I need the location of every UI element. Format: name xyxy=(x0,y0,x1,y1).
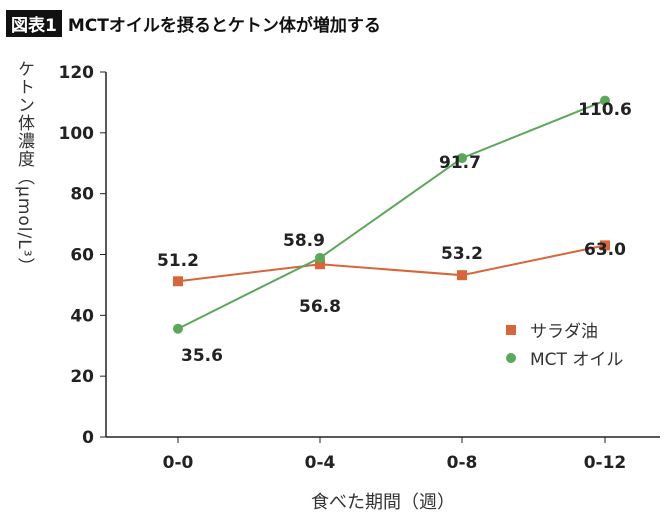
y-tick-label: 40 xyxy=(70,306,94,326)
legend-marker-circle xyxy=(506,353,516,363)
data-label: 51.2 xyxy=(157,251,199,271)
data-point-square xyxy=(457,270,467,281)
y-tick-label: 120 xyxy=(59,63,95,83)
data-label: 35.6 xyxy=(181,346,223,366)
series-line-0 xyxy=(177,244,606,283)
data-point-square xyxy=(600,240,610,251)
data-label: 56.8 xyxy=(299,297,341,317)
data-label: 63.0 xyxy=(584,240,626,260)
y-tick-label: 80 xyxy=(70,185,94,205)
y-tick-label: 60 xyxy=(70,246,94,266)
data-point-circle xyxy=(600,95,610,106)
data-point-square xyxy=(173,276,183,287)
x-tick-label: 0-0 xyxy=(163,453,194,473)
data-point-circle xyxy=(315,252,325,263)
data-point-circle xyxy=(173,323,183,334)
legend-marker-square xyxy=(506,325,516,335)
x-axis-label: 食べた期間（週） xyxy=(311,492,455,513)
data-label: 58.9 xyxy=(283,231,325,251)
data-label: 91.7 xyxy=(439,153,481,173)
x-tick-label: 0-4 xyxy=(305,453,336,473)
title-text: MCTオイルを摂るとケトン体が増加する xyxy=(67,16,381,36)
y-axis-label: ケトン体濃度（μmol/L³） xyxy=(14,60,34,276)
y-tick-label: 0 xyxy=(82,428,94,448)
figure-badge: 図表1 xyxy=(6,10,62,37)
x-tick-label: 0-8 xyxy=(447,453,478,473)
y-tick-label: 20 xyxy=(70,367,94,387)
data-label: 53.2 xyxy=(441,244,483,264)
data-label: 110.6 xyxy=(578,100,632,120)
y-tick-label: 100 xyxy=(59,124,95,144)
chart-title: 図表1 MCTオイルを摂るとケトン体が増加する xyxy=(6,10,381,37)
data-point-square xyxy=(315,259,325,270)
legend-label: MCT オイル xyxy=(530,350,623,370)
x-tick-label: 0-12 xyxy=(584,453,627,473)
legend-label: サラダ油 xyxy=(530,322,598,342)
series-line-1 xyxy=(177,99,606,330)
data-point-circle xyxy=(457,153,467,164)
